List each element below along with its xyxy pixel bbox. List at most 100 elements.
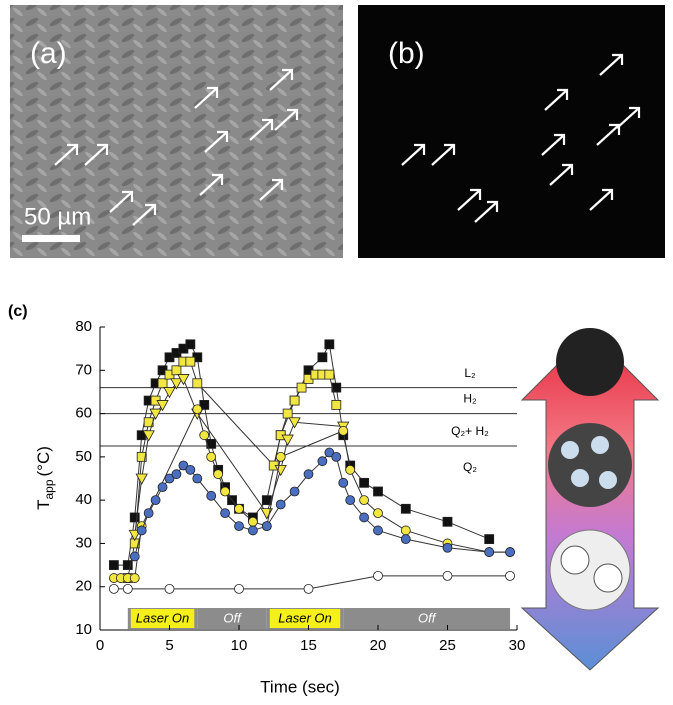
y-axis-label-main: T xyxy=(34,500,53,510)
data-point xyxy=(235,522,244,531)
phase-arrow xyxy=(522,328,658,670)
data-point xyxy=(339,426,348,435)
data-point xyxy=(346,465,355,474)
data-point xyxy=(360,478,369,487)
data-point xyxy=(214,470,223,479)
x-tick-label: 25 xyxy=(439,637,456,654)
phase-label: Q₂ xyxy=(463,460,477,474)
panel-label: (c) xyxy=(8,303,28,320)
x-tick-label: 5 xyxy=(165,637,173,654)
data-point xyxy=(401,504,410,513)
y-tick-label: 40 xyxy=(75,491,92,508)
data-point xyxy=(235,504,244,513)
x-tick-label: 15 xyxy=(300,637,317,654)
data-point xyxy=(221,487,230,496)
data-point xyxy=(130,574,139,583)
x-axis-label: Time (sec) xyxy=(260,677,340,696)
data-point xyxy=(374,526,383,535)
data-point xyxy=(144,509,153,518)
data-point xyxy=(401,535,410,544)
x-tick-label: 30 xyxy=(509,637,526,654)
data-point xyxy=(374,509,383,518)
data-point xyxy=(325,340,334,349)
data-point xyxy=(443,571,452,580)
data-point xyxy=(339,478,348,487)
figure: (a) (b) 50 µm (c) Time (sec) Tapp (°C) La… xyxy=(0,0,673,700)
data-point xyxy=(360,513,369,522)
data-point xyxy=(332,452,341,461)
y-tick-label: 50 xyxy=(75,448,92,465)
laser-period-label: Laser On xyxy=(278,610,331,625)
data-point xyxy=(443,517,452,526)
data-point xyxy=(207,452,216,461)
data-point xyxy=(506,571,515,580)
data-point xyxy=(485,548,494,557)
y-axis-label: Tapp (°C) xyxy=(34,446,56,510)
scale-bar-label: 50 µm xyxy=(24,203,91,230)
data-point xyxy=(207,491,216,500)
data-point xyxy=(283,409,292,418)
data-point xyxy=(164,387,175,397)
data-point xyxy=(158,483,167,492)
data-point xyxy=(304,470,313,479)
data-point xyxy=(304,584,313,593)
data-point xyxy=(346,496,355,505)
data-point xyxy=(443,543,452,552)
y-axis-label-unit: (°C) xyxy=(34,446,53,476)
data-point xyxy=(374,487,383,496)
y-tick-label: 20 xyxy=(75,578,92,595)
data-point xyxy=(165,584,174,593)
phase-label: L₂ xyxy=(464,366,476,380)
data-point xyxy=(130,513,139,522)
data-point xyxy=(290,487,299,496)
data-point xyxy=(186,357,195,366)
data-point xyxy=(172,366,181,375)
data-point xyxy=(130,552,139,561)
data-point xyxy=(506,548,515,557)
data-point xyxy=(248,526,257,535)
data-point xyxy=(276,500,285,509)
data-point xyxy=(261,509,272,519)
data-point xyxy=(109,561,118,570)
data-point xyxy=(235,584,244,593)
laser-period-label: Laser On xyxy=(136,610,189,625)
data-point xyxy=(186,340,195,349)
data-point xyxy=(151,496,160,505)
data-point xyxy=(193,379,202,388)
panel-label: (a) xyxy=(30,37,67,70)
laser-period-label: Off xyxy=(223,610,242,625)
data-point xyxy=(297,383,306,392)
data-point xyxy=(360,496,369,505)
data-point xyxy=(186,465,195,474)
data-point xyxy=(401,526,410,535)
y-tick-label: 30 xyxy=(75,534,92,551)
data-point xyxy=(137,526,146,535)
data-point xyxy=(200,431,209,440)
data-point xyxy=(290,396,299,405)
x-tick-label: 10 xyxy=(231,637,248,654)
y-tick-label: 80 xyxy=(75,318,92,335)
laser-period-label: Off xyxy=(418,610,437,625)
data-point xyxy=(318,353,327,362)
data-point xyxy=(374,571,383,580)
data-point xyxy=(158,379,167,388)
data-point xyxy=(248,517,257,526)
data-point xyxy=(193,474,202,483)
phase-label: H₂ xyxy=(463,392,477,406)
data-point xyxy=(109,584,118,593)
y-axis-label-sub: app xyxy=(42,479,56,499)
data-point xyxy=(325,370,334,379)
y-tick-label: 70 xyxy=(75,361,92,378)
scale-bar xyxy=(22,235,80,242)
data-point xyxy=(193,405,202,414)
y-tick-label: 10 xyxy=(75,621,92,638)
data-point xyxy=(485,535,494,544)
panel-label: (b) xyxy=(388,37,425,70)
data-point xyxy=(172,470,181,479)
y-tick-label: 60 xyxy=(75,405,92,422)
x-tick-label: 0 xyxy=(96,637,104,654)
phase-label: Q₂+ H₂ xyxy=(451,424,489,438)
data-point xyxy=(332,400,341,409)
series-line xyxy=(128,362,336,578)
data-point xyxy=(221,509,230,518)
